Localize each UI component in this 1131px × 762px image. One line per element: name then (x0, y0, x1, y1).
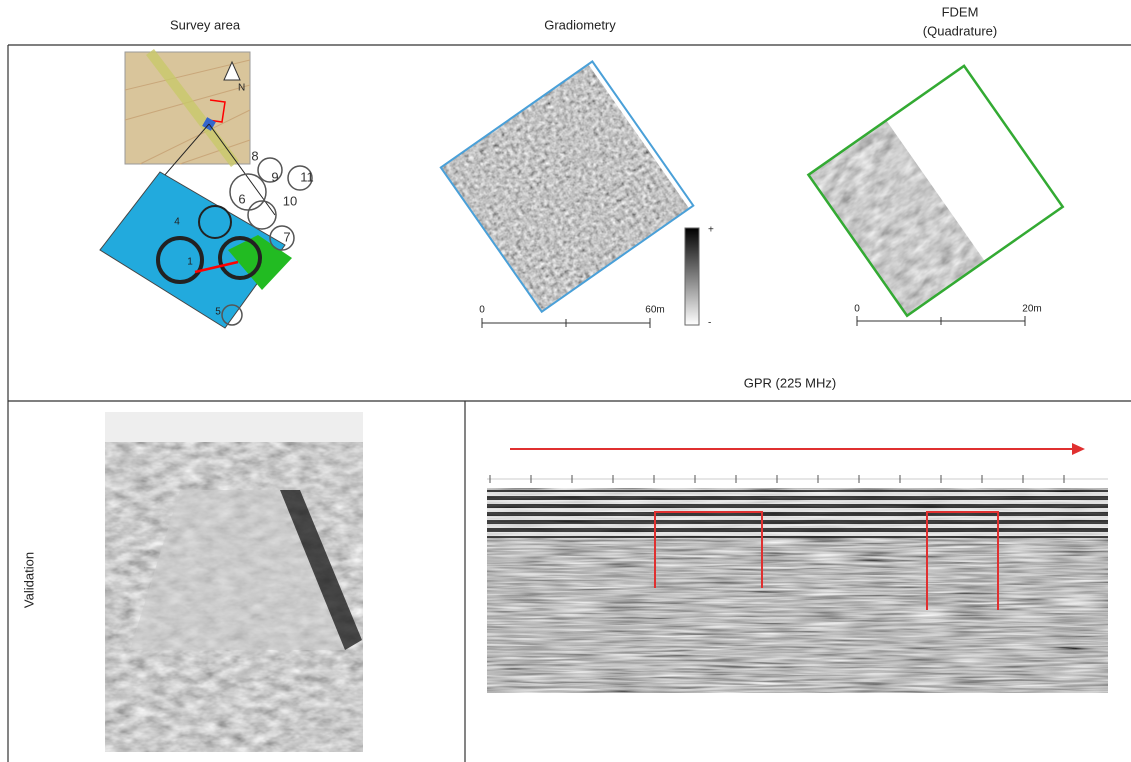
header-fdem-sub: (Quadrature) (923, 23, 997, 38)
header-survey-area: Survey area (170, 17, 241, 32)
gpr-title: GPR (225 MHz) (744, 375, 836, 390)
map-label: 1 (187, 257, 193, 268)
gpr-panel (487, 443, 1108, 693)
scale-start: 0 (479, 305, 485, 316)
survey-map: N (100, 52, 312, 328)
header-fdem: FDEM (942, 4, 979, 19)
scale-end: 20m (1022, 304, 1041, 315)
scale-start: 0 (854, 304, 860, 315)
validation-label: Validation (21, 552, 36, 608)
map-label: 11 (300, 169, 314, 184)
map-label: 9 (271, 169, 278, 184)
header-gradiometry: Gradiometry (544, 17, 616, 32)
map-label: 7 (283, 229, 290, 244)
north-label: N (238, 83, 245, 94)
map-label: 10 (283, 193, 297, 208)
fdem-panel: 0 20m (808, 66, 1062, 326)
validation-photo (105, 412, 363, 752)
map-label: 6 (238, 191, 245, 206)
map-label: 4 (174, 217, 180, 228)
scale-end: 60m (645, 305, 664, 316)
map-label: 8 (251, 148, 258, 163)
colorbar-top: + (708, 225, 714, 236)
colorbar-bottom: - (708, 318, 711, 329)
map-label: 5 (215, 307, 221, 318)
figure: Survey area Gradiometry FDEM (Quadrature… (0, 0, 1131, 762)
gradiometry-panel: 0 60m + - (441, 61, 714, 328)
